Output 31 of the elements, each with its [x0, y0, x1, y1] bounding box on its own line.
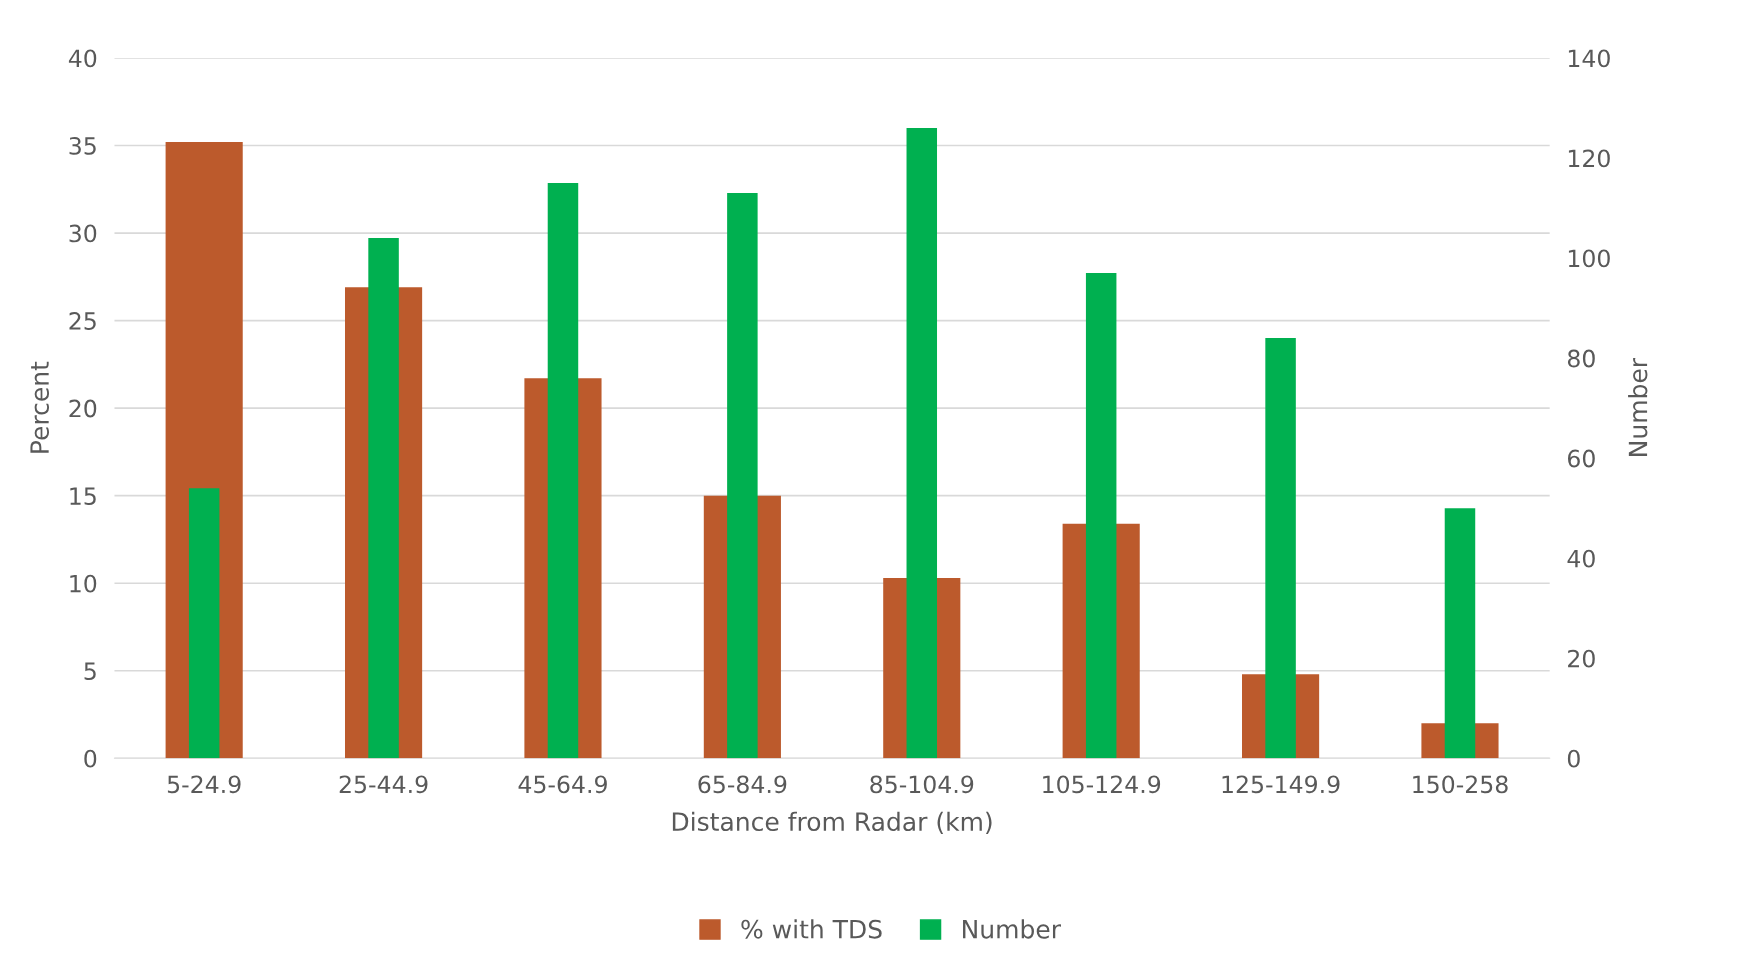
x-tick-label: 150-258	[1413, 775, 1508, 794]
y2-tick-label: 20	[1568, 649, 1595, 668]
y-tick-label: 35	[69, 136, 96, 155]
legend-label: % with TDS	[741, 919, 882, 939]
y2-tick-label: 120	[1568, 149, 1610, 168]
y-tick-label: 40	[68, 49, 97, 68]
x-axis-title: Distance from Radar (km)	[672, 811, 992, 835]
y2-tick-label: 40	[1567, 549, 1595, 568]
y-tick-label: 15	[70, 487, 96, 505]
x-tick-label: 5-24.9	[167, 775, 241, 794]
y-tick-label: 10	[70, 574, 97, 593]
y2-tick-label: 80	[1567, 349, 1595, 368]
x-tick-label: 25-44.9	[339, 775, 428, 794]
y-tick-label: 30	[69, 224, 97, 243]
y2-tick-label: 100	[1568, 249, 1610, 268]
y2-tick-label: 0	[1567, 749, 1580, 768]
x-tick-label: 125-149.9	[1222, 775, 1340, 794]
x-tick-label: 65-84.9	[698, 775, 787, 794]
y-tick-label: 0	[84, 749, 97, 768]
y2-tick-label: 140	[1568, 49, 1610, 68]
x-tick-label: 45-64.9	[518, 775, 607, 794]
x-tick-label: 105-124.9	[1043, 775, 1161, 794]
y2-axis-title: Number	[1628, 357, 1648, 456]
y-tick-label: 25	[69, 312, 96, 330]
y2-tick-label: 60	[1568, 449, 1595, 468]
y-tick-label: 20	[69, 399, 97, 418]
y-tick-label: 5	[84, 662, 96, 681]
legend-label: Number	[963, 919, 1061, 939]
y-axis-title: Percent	[30, 361, 50, 453]
x-tick-label: 85-104.9	[870, 775, 974, 794]
bar	[188, 488, 220, 759]
